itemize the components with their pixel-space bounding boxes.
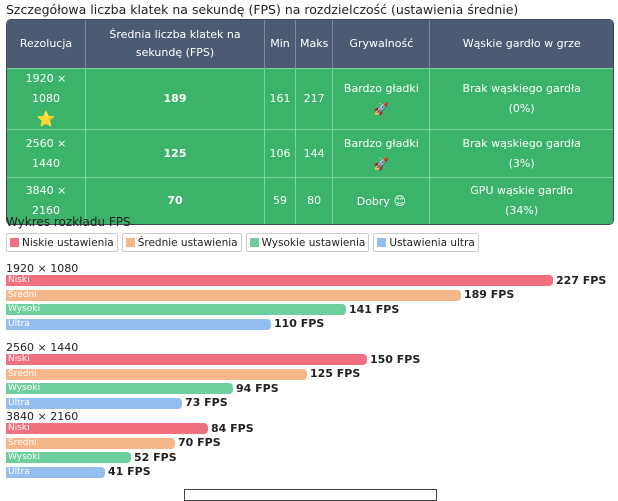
min-cell: 161 bbox=[264, 68, 296, 130]
bottom-panel bbox=[184, 489, 437, 501]
bar-ultra: Ultra bbox=[6, 318, 271, 330]
page-title: Szczegółowa liczba klatek na sekundę (FP… bbox=[6, 2, 519, 17]
resolution-cell: 2560 × 1440 bbox=[7, 129, 86, 178]
table-row: 1920 × 1080 ⭐ 189 161 217 Bardzo gładki … bbox=[7, 68, 613, 130]
col-min: Min bbox=[264, 20, 296, 69]
col-bottleneck: Wąskie gardło w grze bbox=[429, 20, 613, 69]
group-label: 1920 × 1080 bbox=[6, 262, 79, 275]
chart-title: Wykres rozkładu FPS bbox=[6, 215, 131, 229]
table-header-row: Rezolucja Średnia liczba klatek na sekun… bbox=[7, 20, 613, 69]
playability-cell: Dobry 😊 bbox=[332, 177, 431, 224]
col-avg-fps: Średnia liczba klatek na sekundę (FPS) bbox=[85, 20, 265, 69]
legend-swatch bbox=[10, 238, 19, 247]
min-cell: 106 bbox=[264, 129, 296, 178]
bar-value-label: 125 FPS bbox=[310, 367, 361, 380]
bar-niski: Niski bbox=[6, 275, 553, 286]
group-label: 3840 × 2160 bbox=[6, 410, 79, 423]
bar-value-label: 73 FPS bbox=[185, 396, 228, 409]
legend-swatch bbox=[377, 238, 387, 247]
bar-wysoki: Wysoki bbox=[6, 452, 131, 463]
bar-value-label: 94 FPS bbox=[236, 381, 279, 395]
table-row: 3840 × 2160 70 59 80 Dobry 😊 GPU wąskie … bbox=[7, 177, 613, 224]
group-label: 2560 × 1440 bbox=[6, 341, 79, 354]
bar-value-label: 150 FPS bbox=[370, 352, 421, 366]
resolution-cell: 3840 × 2160 bbox=[7, 177, 86, 224]
bottleneck-cell: Brak wąskiego gardła (3%) bbox=[429, 129, 613, 178]
legend-swatch bbox=[125, 238, 135, 247]
bar-średni: Średni bbox=[6, 368, 307, 380]
star-icon: ⭐ bbox=[36, 110, 56, 128]
max-cell: 217 bbox=[295, 68, 334, 130]
min-cell: 59 bbox=[264, 177, 296, 224]
avg-fps-cell: 125 bbox=[85, 129, 265, 178]
bar-niski: Niski bbox=[6, 354, 367, 365]
playability-cell: Bardzo gładki 🚀 bbox=[332, 68, 431, 130]
bar-value-label: 84 FPS bbox=[211, 421, 254, 435]
resolution-cell: 1920 × 1080 ⭐ bbox=[7, 68, 86, 130]
bottleneck-cell: Brak wąskiego gardła (0%) bbox=[429, 68, 613, 130]
rocket-icon: 🚀 bbox=[373, 156, 389, 171]
bar-średni: Średni bbox=[6, 437, 175, 449]
legend-item-high[interactable]: Wysokie ustawienia bbox=[245, 233, 370, 252]
bar-value-label: 141 FPS bbox=[349, 302, 400, 316]
bar-value-label: 70 FPS bbox=[178, 436, 221, 449]
bar-wysoki: Wysoki bbox=[6, 383, 233, 394]
col-resolution: Rezolucja bbox=[7, 20, 86, 69]
rocket-icon: 🚀 bbox=[373, 102, 389, 116]
bar-wysoki: Wysoki bbox=[6, 304, 346, 315]
avg-fps-cell: 70 bbox=[85, 177, 265, 224]
bar-ultra: Ultra bbox=[6, 466, 105, 478]
chart-legend: Niskie ustawienia Średnie ustawienia Wys… bbox=[6, 233, 479, 252]
col-playability: Grywalność bbox=[332, 20, 431, 69]
legend-item-medium[interactable]: Średnie ustawienia bbox=[121, 233, 242, 252]
bar-value-label: 41 FPS bbox=[108, 465, 151, 478]
col-max: Maks bbox=[295, 20, 334, 69]
legend-item-ultra[interactable]: Ustawienia ultra bbox=[373, 233, 479, 252]
smile-icon: 😊 bbox=[393, 193, 406, 208]
bottleneck-cell: GPU wąskie gardło (34%) bbox=[429, 177, 613, 224]
fps-table: Rezolucja Średnia liczba klatek na sekun… bbox=[6, 19, 614, 225]
bar-niski: Niski bbox=[6, 423, 208, 434]
bar-value-label: 227 FPS bbox=[556, 273, 607, 287]
bar-średni: Średni bbox=[6, 289, 461, 301]
playability-cell: Bardzo gładki 🚀 bbox=[332, 129, 431, 178]
max-cell: 144 bbox=[295, 129, 334, 178]
bar-value-label: 110 FPS bbox=[274, 317, 325, 330]
legend-swatch bbox=[249, 238, 259, 247]
table-row: 2560 × 1440 125 106 144 Bardzo gładki 🚀 … bbox=[7, 129, 613, 178]
max-cell: 80 bbox=[295, 177, 334, 224]
avg-fps-cell: 189 bbox=[85, 68, 265, 130]
bar-ultra: Ultra bbox=[6, 397, 182, 409]
bar-value-label: 189 FPS bbox=[464, 288, 515, 301]
bar-value-label: 52 FPS bbox=[134, 450, 177, 464]
legend-item-low[interactable]: Niskie ustawienia bbox=[6, 233, 118, 252]
